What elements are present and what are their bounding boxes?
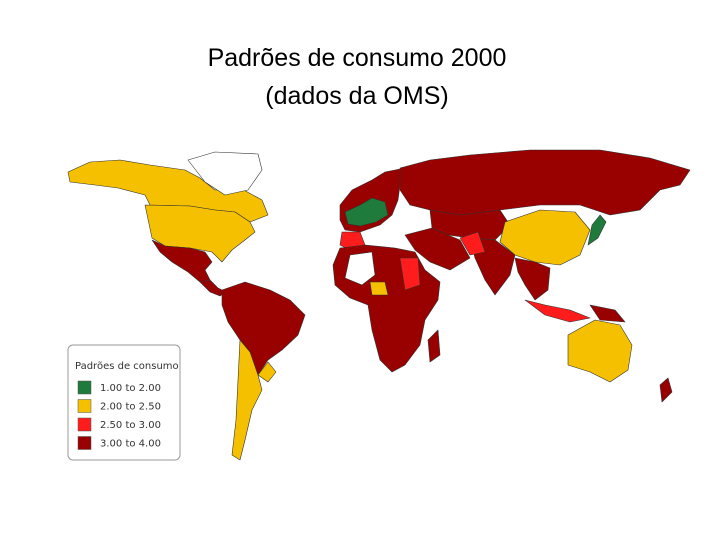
legend-label: 1.00 to 2.00 bbox=[100, 383, 161, 394]
region bbox=[589, 304, 626, 323]
region bbox=[404, 227, 471, 271]
region bbox=[231, 339, 263, 461]
legend-box bbox=[67, 344, 181, 461]
region bbox=[399, 257, 421, 291]
legend-label: 2.00 to 2.50 bbox=[100, 402, 161, 413]
legend-swatch bbox=[77, 417, 92, 432]
region bbox=[499, 209, 591, 266]
region bbox=[399, 149, 691, 216]
region bbox=[659, 377, 673, 403]
title-line: (dados da OMS) bbox=[265, 82, 448, 110]
region bbox=[524, 299, 591, 323]
legend-label: 3.00 to 4.00 bbox=[100, 439, 161, 450]
legend-swatch bbox=[77, 399, 92, 413]
region bbox=[344, 197, 389, 227]
legend-swatch bbox=[77, 436, 92, 450]
title-line: Padrões de consumo 2000 bbox=[208, 44, 507, 72]
region bbox=[459, 231, 486, 256]
legend-title: Padrões de consumo bbox=[75, 361, 179, 372]
world-map bbox=[67, 149, 691, 461]
region bbox=[369, 281, 389, 296]
region bbox=[567, 319, 633, 383]
legend-swatch bbox=[77, 380, 92, 395]
region bbox=[257, 361, 277, 383]
region bbox=[427, 329, 441, 363]
region bbox=[187, 151, 263, 196]
region bbox=[587, 214, 607, 246]
region bbox=[221, 281, 306, 376]
region bbox=[514, 257, 551, 301]
legend-label: 2.50 to 3.00 bbox=[100, 420, 161, 431]
region bbox=[151, 239, 213, 283]
legend: Padrões de consumo 1.00 to 2.00 2.00 to 2… bbox=[67, 344, 181, 461]
region bbox=[344, 251, 376, 286]
region bbox=[67, 159, 269, 223]
